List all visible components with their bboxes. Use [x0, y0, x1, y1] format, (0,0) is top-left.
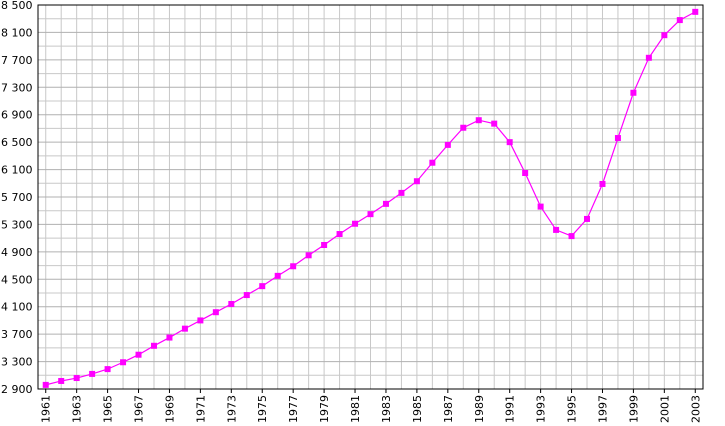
point [444, 141, 451, 148]
x-tick-label: 1993 [535, 395, 548, 423]
x-tick-label: 1973 [225, 395, 238, 423]
point [352, 220, 359, 227]
x-tick-label: 1979 [318, 395, 331, 423]
x-tick-label: 1999 [627, 395, 640, 423]
point [491, 120, 498, 127]
y-tick-label: 7 700 [1, 54, 33, 67]
point [73, 375, 80, 382]
y-tick-label: 4 500 [1, 273, 33, 286]
point [290, 263, 297, 270]
point [120, 359, 127, 366]
x-tick-label: 1965 [102, 395, 115, 423]
point [243, 292, 250, 299]
y-tick-label: 5 700 [1, 191, 33, 204]
x-tick-label: 1989 [473, 395, 486, 423]
x-tick-label: 1969 [163, 395, 176, 423]
point [429, 159, 436, 166]
point [305, 252, 312, 259]
point [522, 170, 529, 176]
point [135, 351, 142, 358]
x-tick-label: 1983 [380, 395, 393, 423]
x-tick-label: 2001 [658, 395, 671, 423]
x-tick-label: 1987 [442, 395, 455, 423]
point [58, 377, 65, 384]
x-tick-label: 1981 [349, 395, 362, 423]
point [336, 231, 343, 238]
point [197, 317, 204, 324]
point [661, 32, 668, 39]
y-tick-label: 8 100 [1, 26, 33, 39]
point [676, 17, 683, 24]
x-tick-label: 1997 [596, 395, 609, 423]
point [584, 215, 591, 222]
point [181, 325, 188, 332]
point [553, 226, 560, 233]
y-tick-label: 6 900 [1, 109, 33, 122]
x-tick-label: 1963 [71, 395, 84, 423]
point [599, 180, 606, 187]
y-tick-label: 7 300 [1, 81, 33, 94]
x-tick-label: 1967 [133, 395, 146, 423]
y-tick-label: 5 300 [1, 218, 33, 231]
y-tick-label: 4 900 [1, 246, 33, 259]
point [506, 139, 513, 146]
point [537, 203, 544, 210]
point [614, 135, 621, 142]
x-tick-label: 1977 [287, 395, 300, 423]
point [645, 54, 652, 61]
y-tick-label: 6 500 [1, 136, 33, 149]
point [460, 124, 467, 131]
x-tick-label: 1991 [504, 395, 517, 423]
point [475, 117, 482, 124]
y-tick-label: 8 500 [1, 0, 33, 12]
point [367, 211, 374, 218]
x-tick-label: 1971 [194, 395, 207, 423]
x-tick-label: 1961 [40, 395, 53, 423]
plot-frame [37, 4, 704, 390]
point [413, 178, 420, 185]
y-tick-label: 6 100 [1, 164, 33, 177]
point [568, 233, 575, 240]
y-tick-label: 3 700 [1, 328, 33, 341]
y-tick-label: 4 100 [1, 301, 33, 314]
x-tick-label: 1995 [566, 395, 579, 423]
point [42, 381, 49, 388]
x-tick-label: 1985 [411, 395, 424, 423]
point [228, 300, 235, 307]
y-tick-label: 3 300 [1, 356, 33, 369]
x-tick-label: 2003 [689, 395, 702, 423]
x-tick-label: 1975 [256, 395, 269, 423]
point [89, 370, 96, 377]
point [212, 309, 219, 316]
point [166, 334, 173, 341]
point [321, 242, 328, 248]
point [382, 200, 389, 207]
point [692, 8, 699, 15]
point [259, 283, 266, 290]
point [398, 189, 405, 196]
point [104, 366, 111, 373]
point [630, 89, 637, 96]
point [150, 342, 157, 349]
point [274, 272, 281, 279]
y-tick-label: 2 900 [1, 383, 33, 396]
